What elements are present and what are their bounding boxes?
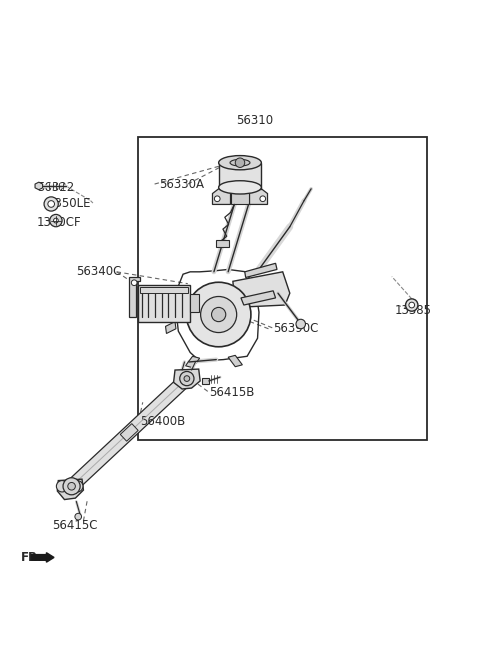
Text: 56310: 56310 bbox=[236, 113, 273, 127]
Circle shape bbox=[50, 214, 62, 227]
Polygon shape bbox=[250, 189, 267, 205]
FancyBboxPatch shape bbox=[216, 239, 228, 247]
Polygon shape bbox=[130, 277, 140, 317]
Text: 56415B: 56415B bbox=[209, 386, 254, 400]
FancyBboxPatch shape bbox=[138, 285, 190, 321]
Circle shape bbox=[72, 481, 83, 492]
Text: 56400B: 56400B bbox=[140, 415, 186, 428]
Circle shape bbox=[44, 197, 58, 211]
Polygon shape bbox=[120, 424, 138, 441]
Polygon shape bbox=[241, 291, 276, 305]
Circle shape bbox=[215, 196, 220, 201]
Circle shape bbox=[63, 478, 80, 495]
Polygon shape bbox=[233, 272, 290, 307]
Polygon shape bbox=[57, 479, 84, 500]
Circle shape bbox=[212, 307, 226, 321]
Polygon shape bbox=[165, 305, 176, 317]
Text: 56330A: 56330A bbox=[159, 177, 204, 191]
Text: 56340C: 56340C bbox=[76, 265, 122, 278]
FancyBboxPatch shape bbox=[202, 378, 209, 384]
Text: 13385: 13385 bbox=[395, 304, 432, 317]
Text: 56322: 56322 bbox=[37, 181, 74, 194]
Circle shape bbox=[180, 372, 194, 386]
Circle shape bbox=[296, 319, 305, 329]
Circle shape bbox=[186, 282, 251, 347]
FancyBboxPatch shape bbox=[230, 189, 250, 205]
Polygon shape bbox=[245, 263, 277, 277]
Circle shape bbox=[56, 481, 68, 492]
Circle shape bbox=[68, 482, 75, 490]
Text: 1350LE: 1350LE bbox=[48, 197, 91, 211]
Polygon shape bbox=[67, 374, 192, 491]
Circle shape bbox=[54, 218, 58, 223]
Circle shape bbox=[201, 297, 237, 333]
Text: FR.: FR. bbox=[21, 551, 43, 564]
Ellipse shape bbox=[219, 155, 261, 170]
Polygon shape bbox=[174, 369, 200, 389]
Polygon shape bbox=[213, 189, 230, 205]
Text: 56415C: 56415C bbox=[53, 519, 98, 532]
Ellipse shape bbox=[230, 159, 250, 166]
Circle shape bbox=[235, 158, 245, 167]
Polygon shape bbox=[228, 356, 242, 367]
Polygon shape bbox=[35, 182, 43, 189]
Circle shape bbox=[406, 299, 418, 311]
Polygon shape bbox=[185, 356, 200, 368]
FancyBboxPatch shape bbox=[219, 163, 261, 189]
Text: 56390C: 56390C bbox=[273, 322, 319, 336]
FancyArrow shape bbox=[31, 553, 54, 562]
Circle shape bbox=[260, 196, 265, 201]
FancyBboxPatch shape bbox=[140, 287, 188, 293]
Polygon shape bbox=[166, 321, 176, 334]
FancyBboxPatch shape bbox=[190, 294, 199, 312]
Text: 1360CF: 1360CF bbox=[37, 215, 82, 229]
Ellipse shape bbox=[219, 181, 261, 194]
Circle shape bbox=[184, 376, 190, 382]
Circle shape bbox=[48, 201, 55, 207]
Circle shape bbox=[75, 514, 82, 520]
Circle shape bbox=[409, 302, 415, 308]
Circle shape bbox=[132, 280, 137, 285]
